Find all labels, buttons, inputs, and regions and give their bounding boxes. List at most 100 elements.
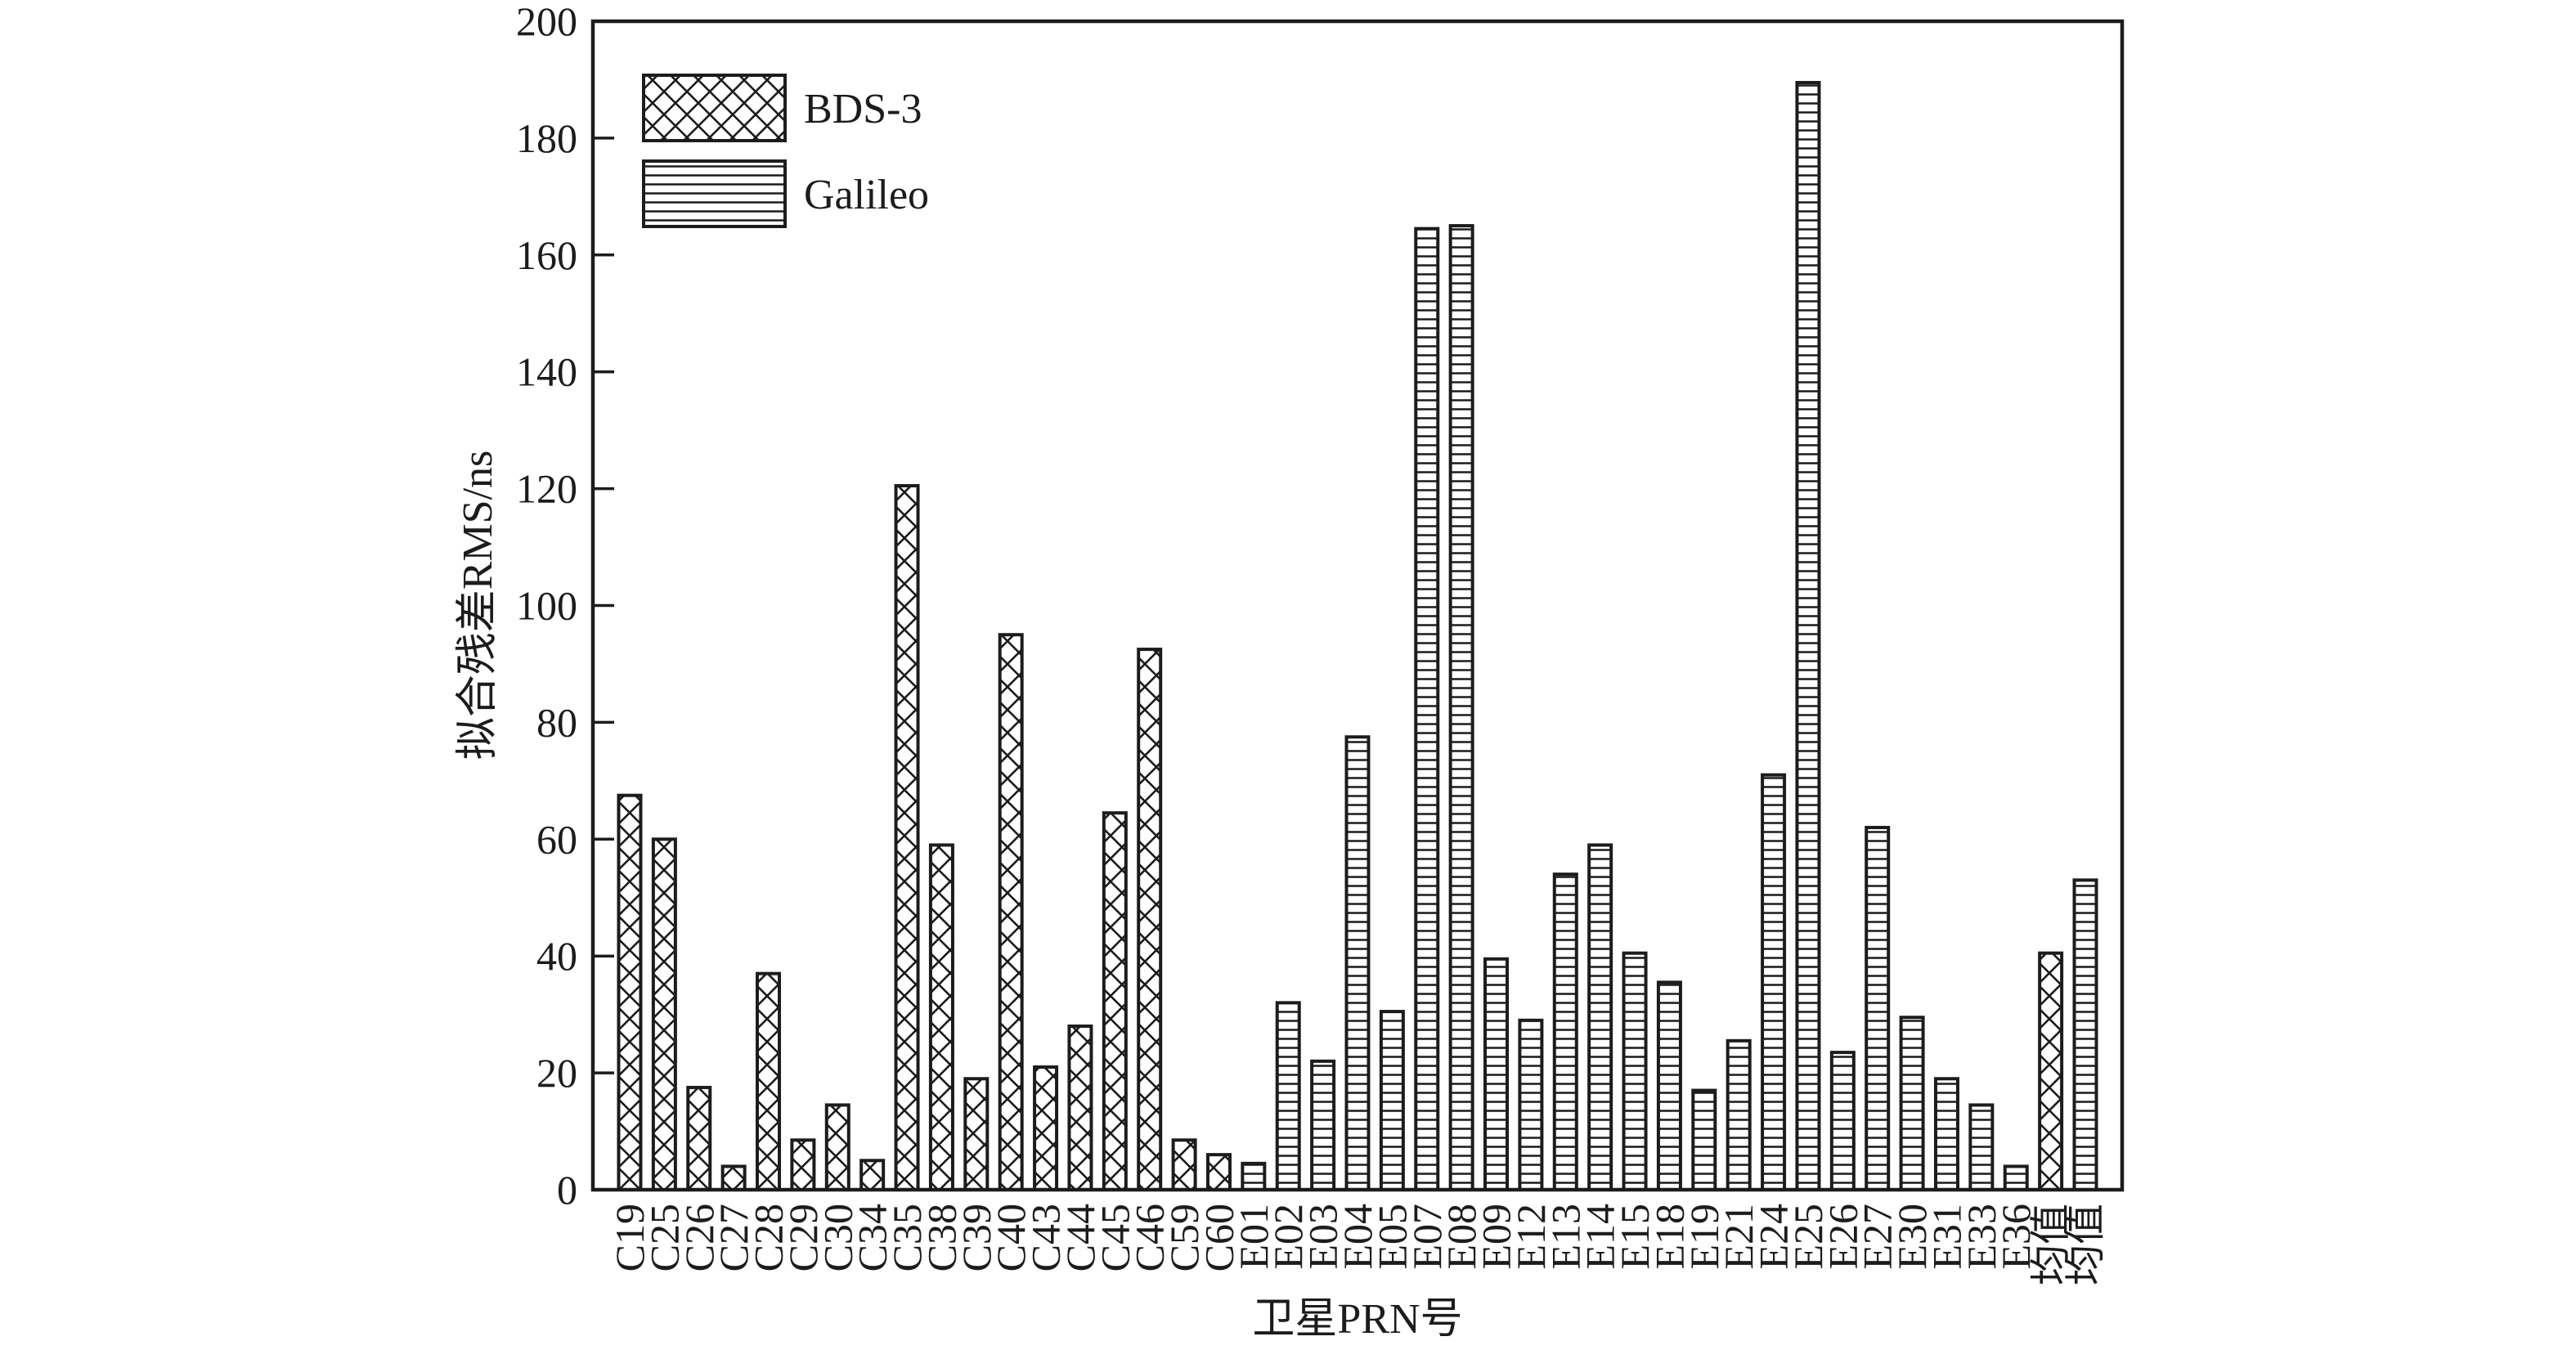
x-tick-label-C43: C43 [1023, 1204, 1069, 1272]
bar-E07 [1414, 226, 1440, 1192]
x-tick-label-E15: E15 [1612, 1204, 1658, 1270]
y-tick-label: 40 [536, 933, 577, 979]
y-tick-label: 180 [516, 115, 577, 161]
x-tick-label-C39: C39 [954, 1204, 999, 1272]
x-tick-label-E33: E33 [1959, 1204, 2004, 1270]
bar-C27 [720, 1164, 747, 1192]
bar-C29 [790, 1138, 816, 1191]
x-tick-label-C29: C29 [780, 1204, 826, 1272]
x-tick-label-E09: E09 [1474, 1204, 1519, 1270]
bar-E33 [1968, 1103, 1995, 1191]
bar-C40 [998, 633, 1024, 1191]
legend-swatch-bds3 [642, 74, 787, 142]
x-tick-label-均值: 均值 [2062, 1204, 2108, 1285]
x-tick-label-E36: E36 [1993, 1204, 2039, 1270]
y-tick-label: 120 [516, 466, 577, 512]
x-tick-label-C38: C38 [918, 1204, 964, 1272]
bar-E36 [2003, 1164, 2029, 1192]
legend-label-bds3: BDS-3 [804, 86, 922, 132]
x-tick-label-E19: E19 [1681, 1204, 1727, 1270]
x-tick-label-C44: C44 [1057, 1204, 1103, 1272]
x-tick-label-E24: E24 [1751, 1204, 1797, 1270]
x-tick-label-E08: E08 [1438, 1204, 1484, 1270]
x-tick-label-C19: C19 [607, 1204, 653, 1272]
y-axis-ticks: 0 20 40 60 80 100 120 140 160 180 200 [516, 0, 614, 1213]
bar-C19 [617, 793, 643, 1192]
x-tick-label-E27: E27 [1855, 1204, 1901, 1270]
y-tick-label: 20 [536, 1050, 577, 1096]
bar-E14 [1587, 843, 1613, 1191]
bar-C38 [928, 843, 954, 1191]
x-tick-label-C34: C34 [850, 1204, 895, 1272]
y-tick-label: 80 [536, 699, 577, 745]
x-tick-label-E31: E31 [1923, 1204, 1969, 1270]
bar-C46 [1137, 648, 1163, 1191]
bar-E04 [1344, 735, 1371, 1191]
x-tick-label-C46: C46 [1127, 1204, 1173, 1272]
x-tick-label-E01: E01 [1231, 1204, 1277, 1270]
x-tick-label-C30: C30 [815, 1204, 860, 1272]
bar-E19 [1691, 1088, 1717, 1192]
bar-E09 [1483, 957, 1510, 1191]
x-tick-label-E05: E05 [1369, 1204, 1415, 1270]
bar-E26 [1829, 1051, 1856, 1192]
x-tick-label-C27: C27 [711, 1204, 756, 1272]
legend-label-galileo: Galileo [804, 172, 929, 218]
bar-E05 [1379, 1010, 1405, 1192]
x-tick-label-E02: E02 [1265, 1204, 1311, 1270]
x-tick-label-E03: E03 [1300, 1204, 1346, 1270]
bar-E24 [1761, 773, 1787, 1192]
bar-E13 [1552, 872, 1578, 1192]
bar-E15 [1622, 951, 1648, 1191]
x-tick-label-E12: E12 [1508, 1204, 1554, 1270]
bar-E18 [1656, 980, 1682, 1192]
bar-E30 [1899, 1016, 1925, 1192]
x-axis-title: 卫星PRN号 [1252, 1296, 1462, 1343]
y-tick-label: 100 [516, 583, 577, 629]
bar-C45 [1102, 811, 1128, 1192]
x-tick-label-C35: C35 [884, 1204, 930, 1272]
bar-E01 [1241, 1161, 1267, 1192]
y-tick-label: 0 [557, 1167, 577, 1213]
x-tick-label-E25: E25 [1785, 1204, 1831, 1270]
plot-frame [590, 19, 2125, 1192]
x-tick-label-C25: C25 [641, 1204, 687, 1272]
x-tick-label-E30: E30 [1889, 1204, 1935, 1270]
bar-C34 [859, 1159, 886, 1192]
bar-C28 [756, 971, 782, 1191]
bar-E21 [1726, 1038, 1752, 1191]
bar-E25 [1795, 81, 1821, 1192]
x-tick-label-E21: E21 [1716, 1204, 1761, 1270]
bar-E02 [1275, 1001, 1301, 1191]
y-tick-label: 200 [516, 0, 577, 44]
x-tick-label-E18: E18 [1646, 1204, 1692, 1270]
bar-C26 [686, 1085, 712, 1192]
x-tick-label-C60: C60 [1196, 1204, 1241, 1272]
bar-E31 [1933, 1077, 1959, 1191]
x-tick-label-C45: C45 [1092, 1204, 1138, 1272]
y-tick-label: 60 [536, 816, 577, 862]
x-axis-tick-labels: C19C25C26C27C28C29C30C34C35C38C39C40C43C… [607, 1204, 2108, 1285]
bar-E12 [1518, 1018, 1544, 1192]
y-tick-label: 160 [516, 232, 577, 278]
x-tick-label-E07: E07 [1404, 1204, 1450, 1270]
x-tick-label-E13: E13 [1542, 1204, 1588, 1270]
bar-均值 [2038, 951, 2064, 1191]
bar-C25 [651, 837, 677, 1192]
x-tick-label-C59: C59 [1161, 1204, 1207, 1272]
legend-swatch-galileo [642, 159, 787, 228]
y-axis-title: 拟合残差RMS/ns [455, 451, 501, 760]
bar-C60 [1205, 1153, 1232, 1192]
x-tick-label-C28: C28 [746, 1204, 792, 1272]
x-tick-label-E14: E14 [1577, 1204, 1623, 1270]
bar-E27 [1865, 826, 1891, 1191]
bar-C39 [963, 1077, 990, 1191]
x-tick-label-C26: C26 [676, 1204, 722, 1272]
x-tick-label-C40: C40 [988, 1204, 1034, 1272]
bar-C44 [1067, 1024, 1093, 1191]
bar-E08 [1448, 224, 1474, 1192]
bar-C35 [894, 484, 920, 1191]
x-tick-label-均值: 均值 [2028, 1204, 2074, 1285]
